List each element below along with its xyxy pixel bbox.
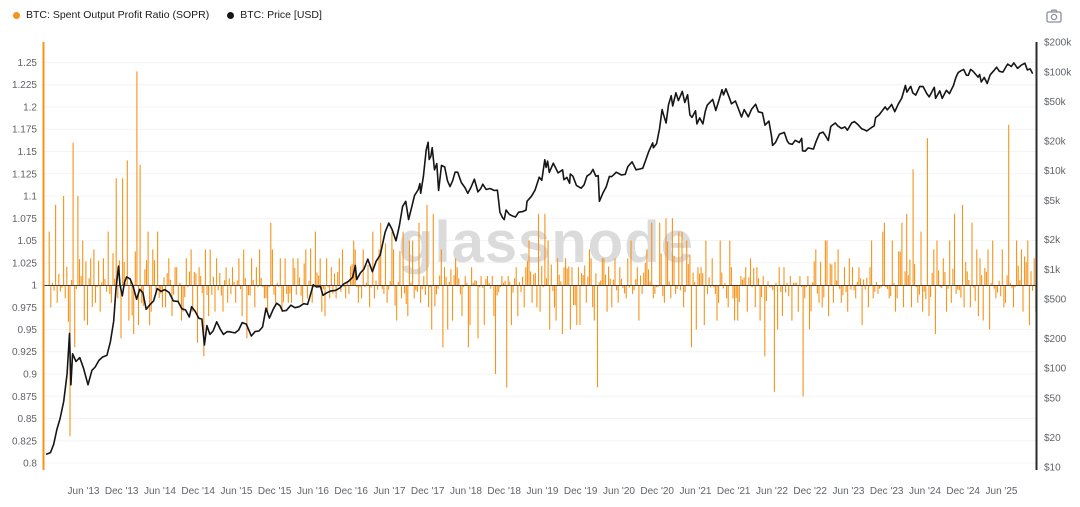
svg-text:1.25: 1.25 (18, 58, 38, 69)
svg-text:0.95: 0.95 (18, 325, 38, 336)
svg-text:$500: $500 (1044, 295, 1067, 306)
svg-text:Dec '13: Dec '13 (105, 486, 139, 497)
svg-text:$100: $100 (1044, 364, 1067, 375)
svg-text:1.2: 1.2 (23, 103, 37, 114)
svg-text:$200k: $200k (1044, 38, 1072, 49)
svg-text:1: 1 (31, 281, 37, 292)
svg-text:Jun '16: Jun '16 (297, 486, 329, 497)
svg-text:Jun '22: Jun '22 (756, 486, 788, 497)
svg-text:$1k: $1k (1044, 265, 1061, 276)
svg-text:$2k: $2k (1044, 235, 1061, 246)
svg-text:1.025: 1.025 (12, 258, 37, 269)
svg-text:Jun '24: Jun '24 (909, 486, 941, 497)
svg-text:$100k: $100k (1044, 67, 1072, 78)
svg-text:Dec '15: Dec '15 (258, 486, 292, 497)
svg-text:Jun '23: Jun '23 (833, 486, 865, 497)
svg-text:1.225: 1.225 (12, 80, 37, 91)
svg-text:1.05: 1.05 (18, 236, 38, 247)
watermark: glassnode (398, 210, 694, 275)
svg-text:1.125: 1.125 (12, 169, 37, 180)
right-axis-labels: $200k $100k $50k $20k $10k $5k $2k $1k $500 $200 $… (1044, 38, 1072, 474)
svg-text:0.925: 0.925 (12, 347, 37, 358)
svg-text:$50: $50 (1044, 394, 1061, 405)
svg-text:$10: $10 (1044, 463, 1061, 474)
svg-text:1.15: 1.15 (18, 147, 38, 158)
svg-text:Jun '19: Jun '19 (527, 486, 559, 497)
svg-text:1.1: 1.1 (23, 192, 37, 203)
x-axis-labels: Jun '13 Dec '13 Jun '14 Dec '14 Jun '15 Dec '… (68, 486, 1018, 497)
svg-text:Dec '17: Dec '17 (411, 486, 445, 497)
camera-button[interactable] (1044, 7, 1064, 25)
svg-text:Jun '13: Jun '13 (68, 486, 100, 497)
sopr-series (48, 71, 1037, 437)
legend: BTC: Spent Output Profit Ratio (SOPR) BT… (13, 9, 322, 21)
svg-text:Dec '14: Dec '14 (181, 486, 215, 497)
svg-text:0.85: 0.85 (18, 414, 38, 425)
svg-text:$200: $200 (1044, 334, 1067, 345)
svg-text:Dec '21: Dec '21 (717, 486, 751, 497)
svg-text:0.975: 0.975 (12, 303, 37, 314)
price-series (45, 62, 1034, 455)
price-series-dot-icon (227, 11, 235, 19)
svg-text:1.075: 1.075 (12, 214, 37, 225)
svg-text:Jun '21: Jun '21 (680, 486, 712, 497)
svg-text:Jun '20: Jun '20 (603, 486, 635, 497)
camera-icon (1046, 9, 1062, 23)
svg-text:Dec '20: Dec '20 (640, 486, 674, 497)
svg-text:Jun '17: Jun '17 (374, 486, 406, 497)
legend-item-price[interactable]: BTC: Price [USD] (227, 9, 322, 21)
svg-text:0.9: 0.9 (23, 370, 37, 381)
svg-text:Dec '19: Dec '19 (564, 486, 598, 497)
svg-text:$5k: $5k (1044, 196, 1061, 207)
svg-text:Dec '23: Dec '23 (870, 486, 904, 497)
svg-text:Jun '25: Jun '25 (986, 486, 1018, 497)
svg-text:0.875: 0.875 (12, 392, 37, 403)
svg-text:$50k: $50k (1044, 97, 1067, 108)
svg-text:Jun '15: Jun '15 (221, 486, 253, 497)
svg-text:Dec '22: Dec '22 (793, 486, 827, 497)
svg-text:Dec '24: Dec '24 (946, 486, 980, 497)
legend-item-sopr[interactable]: BTC: Spent Output Profit Ratio (SOPR) (13, 9, 209, 21)
svg-text:Jun '14: Jun '14 (144, 486, 176, 497)
svg-text:$20k: $20k (1044, 137, 1067, 148)
svg-text:Dec '16: Dec '16 (334, 486, 368, 497)
legend-label-price: BTC: Price [USD] (240, 9, 322, 21)
svg-text:0.825: 0.825 (12, 436, 37, 447)
legend-label-sopr: BTC: Spent Output Profit Ratio (SOPR) (26, 9, 210, 21)
left-axis-labels: 1.25 1.225 1.2 1.175 1.15 1.125 1.1 1.075 1.05 1.… (12, 58, 37, 470)
svg-text:0.8: 0.8 (23, 459, 37, 470)
svg-text:1.175: 1.175 (12, 125, 37, 136)
svg-text:Jun '18: Jun '18 (450, 486, 482, 497)
sopr-series-dot-icon (13, 11, 20, 19)
svg-text:Dec '18: Dec '18 (487, 486, 521, 497)
svg-text:$10k: $10k (1044, 166, 1067, 177)
svg-text:$20: $20 (1044, 433, 1061, 444)
